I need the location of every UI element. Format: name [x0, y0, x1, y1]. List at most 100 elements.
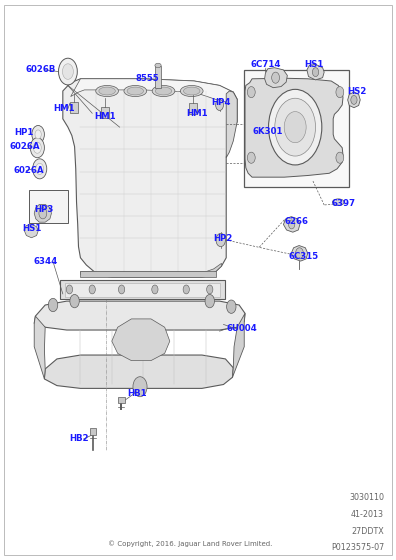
Ellipse shape — [127, 87, 143, 95]
Circle shape — [30, 138, 44, 158]
Text: 6K301: 6K301 — [253, 127, 284, 136]
Polygon shape — [80, 263, 221, 274]
Text: © Copyright, 2016. Jaguar Land Rover Limited.: © Copyright, 2016. Jaguar Land Rover Lim… — [108, 541, 272, 547]
Circle shape — [336, 152, 344, 164]
Circle shape — [133, 377, 147, 396]
Circle shape — [39, 208, 47, 219]
Polygon shape — [284, 217, 300, 232]
Text: HP2: HP2 — [214, 235, 233, 244]
Polygon shape — [307, 64, 324, 80]
Polygon shape — [44, 355, 233, 389]
Circle shape — [268, 90, 322, 165]
Polygon shape — [232, 314, 245, 377]
Text: HP3: HP3 — [34, 206, 53, 214]
Circle shape — [36, 164, 44, 174]
Bar — [118, 396, 125, 403]
Polygon shape — [348, 92, 360, 108]
Text: HS1: HS1 — [304, 60, 323, 69]
Text: 41-2013: 41-2013 — [351, 510, 384, 519]
Ellipse shape — [155, 63, 161, 68]
Ellipse shape — [124, 86, 147, 96]
Polygon shape — [34, 316, 45, 379]
Circle shape — [272, 72, 280, 83]
Text: HS2: HS2 — [347, 86, 366, 96]
Bar — [80, 270, 216, 277]
Text: 6C315: 6C315 — [288, 251, 318, 260]
Text: 8555: 8555 — [135, 74, 159, 83]
Circle shape — [63, 64, 73, 80]
Text: 6344: 6344 — [33, 257, 58, 266]
Bar — [60, 280, 225, 300]
Text: HM1: HM1 — [53, 104, 75, 113]
Text: HM1: HM1 — [186, 109, 208, 118]
Circle shape — [207, 285, 213, 294]
Circle shape — [295, 248, 303, 259]
Text: P0123575-07: P0123575-07 — [331, 543, 384, 552]
Polygon shape — [291, 245, 308, 261]
Circle shape — [284, 111, 306, 143]
Text: HB2: HB2 — [69, 435, 89, 444]
Bar — [101, 106, 109, 118]
Ellipse shape — [152, 86, 175, 96]
Circle shape — [248, 87, 255, 97]
Text: HB1: HB1 — [128, 389, 147, 399]
Polygon shape — [34, 301, 245, 330]
Circle shape — [312, 68, 319, 77]
Text: 6266: 6266 — [284, 217, 308, 226]
Circle shape — [118, 285, 125, 294]
Bar — [70, 102, 78, 113]
Bar — [90, 428, 96, 435]
Circle shape — [35, 130, 41, 139]
Circle shape — [289, 220, 295, 229]
Ellipse shape — [99, 87, 115, 95]
Ellipse shape — [180, 86, 203, 96]
Circle shape — [336, 87, 344, 97]
Bar — [244, 70, 349, 186]
Text: 6U004: 6U004 — [226, 324, 257, 333]
Polygon shape — [34, 204, 51, 222]
Circle shape — [70, 295, 79, 308]
Bar — [155, 66, 161, 88]
Text: 27DDTX: 27DDTX — [351, 527, 384, 536]
Text: 6C714: 6C714 — [251, 60, 282, 69]
Circle shape — [32, 125, 44, 143]
Polygon shape — [265, 68, 287, 88]
Circle shape — [89, 285, 95, 294]
Circle shape — [152, 285, 158, 294]
Circle shape — [275, 98, 316, 156]
Circle shape — [351, 95, 357, 104]
Text: HP1: HP1 — [15, 128, 34, 137]
Polygon shape — [70, 79, 237, 102]
Polygon shape — [226, 91, 237, 158]
Ellipse shape — [332, 199, 344, 206]
Circle shape — [48, 298, 58, 312]
Circle shape — [67, 285, 72, 294]
Circle shape — [227, 300, 236, 314]
Circle shape — [216, 99, 223, 110]
Ellipse shape — [96, 86, 118, 96]
Circle shape — [33, 142, 41, 153]
Text: 6026A: 6026A — [13, 166, 44, 175]
Bar — [29, 190, 68, 223]
Text: HM1: HM1 — [94, 111, 116, 120]
Text: HP4: HP4 — [212, 97, 231, 106]
Polygon shape — [245, 78, 343, 177]
Circle shape — [32, 159, 47, 179]
Text: 6026A: 6026A — [10, 142, 40, 151]
Circle shape — [59, 58, 77, 85]
Circle shape — [216, 234, 225, 246]
Circle shape — [205, 295, 215, 308]
Text: 6026B: 6026B — [26, 66, 56, 74]
Circle shape — [248, 152, 255, 164]
Ellipse shape — [155, 87, 172, 95]
Polygon shape — [63, 79, 237, 277]
Polygon shape — [112, 319, 170, 361]
Text: 3030110: 3030110 — [349, 493, 384, 502]
Bar — [65, 283, 220, 297]
Ellipse shape — [183, 87, 200, 95]
Circle shape — [183, 285, 189, 294]
Bar — [189, 103, 197, 114]
Text: HS1: HS1 — [23, 225, 42, 234]
Text: 6397: 6397 — [331, 199, 355, 208]
Polygon shape — [24, 225, 38, 238]
